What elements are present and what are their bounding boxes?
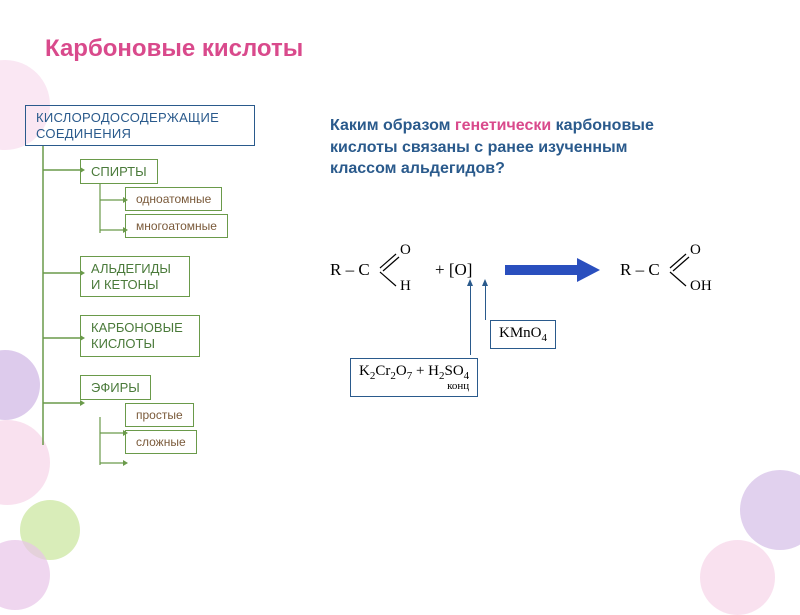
tree-node-aldegidy: АЛЬДЕГИДЫ И КЕТОНЫ: [80, 256, 190, 297]
tree-node-spirty: СПИРТЫ: [80, 159, 158, 184]
node-label: СПИРТЫ: [91, 164, 147, 179]
reactant-aldehyde: R – C: [330, 260, 370, 280]
classification-tree: КИСЛОРОДОСОДЕРЖАЩИЕ СОЕДИНЕНИЯ СПИРТЫ од…: [25, 105, 295, 457]
node-label: простые: [136, 408, 183, 422]
page-title: Карбоновые кислоты: [45, 35, 303, 63]
rhs-text: R – C: [620, 260, 660, 279]
reaction-diagram: R – C O H + [O] R – C O OH KMnO4 K2Cr2O7…: [320, 230, 760, 410]
tree-root: КИСЛОРОДОСОДЕРЖАЩИЕ СОЕДИНЕНИЯ: [25, 105, 255, 146]
lhs-text: R – C: [330, 260, 370, 279]
reagent-kmno4: KMnO4: [490, 320, 556, 349]
tree-node-efiry: ЭФИРЫ: [80, 375, 151, 400]
tree-node-prostye: простые: [125, 403, 194, 427]
reagent-conc-label: конц: [359, 380, 469, 392]
lhs-hydrogen: H: [400, 278, 411, 295]
question-text: Каким образом генетически карбоновые кис…: [330, 115, 690, 180]
node-label: одноатомные: [136, 192, 211, 206]
tree-node-mnogoatomnye: многоатомные: [125, 214, 228, 238]
lhs-oxygen: O: [400, 242, 411, 259]
arrow-up-left: [470, 285, 471, 355]
tree-node-karbonovye: КАРБОНОВЫЕ КИСЛОТЫ: [80, 315, 200, 356]
node-label: КАРБОНОВЫЕ КИСЛОТЫ: [91, 320, 183, 351]
title-text: Карбоновые кислоты: [45, 35, 303, 62]
rhs-oxygen: O: [690, 242, 701, 259]
node-label: АЛЬДЕГИДЫ И КЕТОНЫ: [91, 261, 171, 292]
aldehyde-bonds: [378, 246, 418, 290]
q-highlight: генетически: [455, 117, 551, 134]
root-label: КИСЛОРОДОСОДЕРЖАЩИЕ СОЕДИНЕНИЯ: [36, 110, 219, 141]
product-acid: R – C: [620, 260, 660, 280]
rhs-hydroxyl: OH: [690, 278, 712, 295]
node-label: сложные: [136, 435, 186, 449]
tree-node-odnoatomnye: одноатомные: [125, 187, 222, 211]
reaction-arrow-icon: [505, 258, 600, 282]
oxidant: + [O]: [435, 260, 472, 280]
node-label: ЭФИРЫ: [91, 380, 140, 395]
arrow-up-right: [485, 285, 486, 320]
node-label: многоатомные: [136, 219, 217, 233]
reagent-dichromate: K2Cr2O7 + H2SO4 конц: [350, 358, 478, 397]
tree-node-slozhnye: сложные: [125, 430, 197, 454]
q-prefix: Каким образом: [330, 117, 455, 134]
